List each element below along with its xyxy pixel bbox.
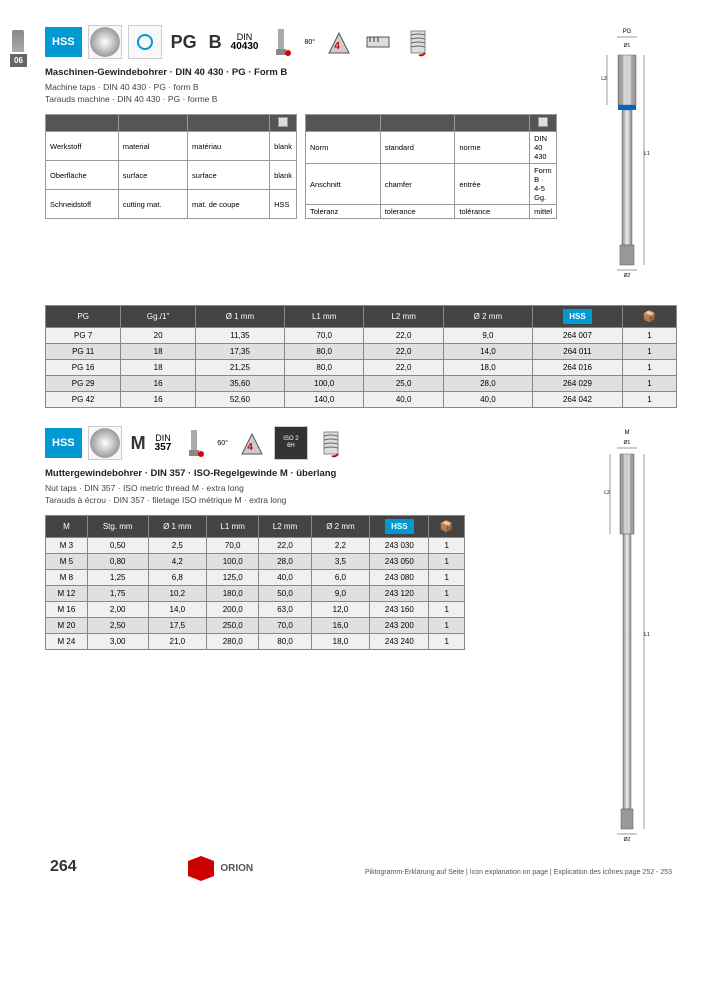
- thread-type: PG: [168, 32, 200, 53]
- din-label: DIN 40430: [231, 33, 259, 52]
- page-footer: 264 ORION Piktogramm-Erklärung auf Seite…: [45, 858, 677, 876]
- svg-text:L2: L2: [601, 76, 607, 82]
- svg-text:4: 4: [334, 41, 340, 52]
- section2-data-table: MStg. mmØ 1 mmL1 mmL2 mmØ 2 mmHSS📦M 30,5…: [45, 515, 465, 650]
- svg-text:L1: L1: [644, 151, 650, 157]
- thread-icon: [314, 426, 348, 460]
- svg-text:4: 4: [247, 442, 253, 453]
- thread-type: M: [128, 433, 149, 454]
- angle-label: 80°: [304, 39, 315, 46]
- brand-name: ORION: [220, 863, 253, 874]
- angle-label: 60°: [217, 440, 228, 447]
- tap-diagram-2: M Ø1 L2 L1 Ø2: [592, 426, 662, 846]
- din-label: DIN 357: [155, 434, 172, 453]
- form-letter: B: [206, 32, 225, 53]
- circle-icon: [128, 25, 162, 59]
- thread-icon: [401, 25, 435, 59]
- material-icon: [88, 426, 122, 460]
- logo-icon: [188, 861, 214, 876]
- svg-text:Ø2: Ø2: [624, 837, 631, 843]
- holes-icon: 4: [234, 426, 268, 460]
- svg-text:L2: L2: [604, 490, 610, 496]
- spiral-tap-icon: [177, 426, 211, 460]
- svg-text:PG: PG: [623, 29, 632, 35]
- hss-badge: HSS: [45, 428, 82, 458]
- section1-heading: Maschinen-Gewindebohrer · DIN 40 430 · P…: [45, 67, 557, 104]
- svg-text:L1: L1: [644, 632, 650, 638]
- section1-header: HSS PG B DIN 40430 80° 4: [45, 25, 557, 59]
- tap-diagram-1: PG Ø1 L2 L1 Ø2: [592, 25, 662, 305]
- material-icon: [88, 25, 122, 59]
- svg-text:M: M: [625, 430, 630, 436]
- section1-small-tables: WerkstoffmaterialmatériaublankOberfläche…: [45, 114, 557, 219]
- section2-header: HSS M DIN 357 60° 4 ISO 26H: [45, 426, 557, 460]
- gauge-icon: [361, 25, 395, 59]
- section2-heading: Muttergewindebohrer · DIN 357 · ISO-Rege…: [45, 468, 557, 505]
- iso-badge: ISO 26H: [274, 426, 308, 460]
- pictogram-note: Piktogramm-Erklärung auf Seite | Icon ex…: [365, 869, 672, 876]
- svg-text:Ø1: Ø1: [624, 440, 631, 446]
- holes-icon: 4: [321, 25, 355, 59]
- page-number: 264: [50, 858, 77, 876]
- hss-badge: HSS: [45, 27, 82, 57]
- section1-data-table: PGGg./1"Ø 1 mmL1 mmL2 mmØ 2 mmHSS📦PG 720…: [45, 305, 677, 408]
- svg-text:Ø1: Ø1: [624, 43, 631, 49]
- svg-text:Ø2: Ø2: [624, 273, 631, 279]
- spiral-tap-icon: [264, 25, 298, 59]
- page-badge: 06: [10, 30, 27, 67]
